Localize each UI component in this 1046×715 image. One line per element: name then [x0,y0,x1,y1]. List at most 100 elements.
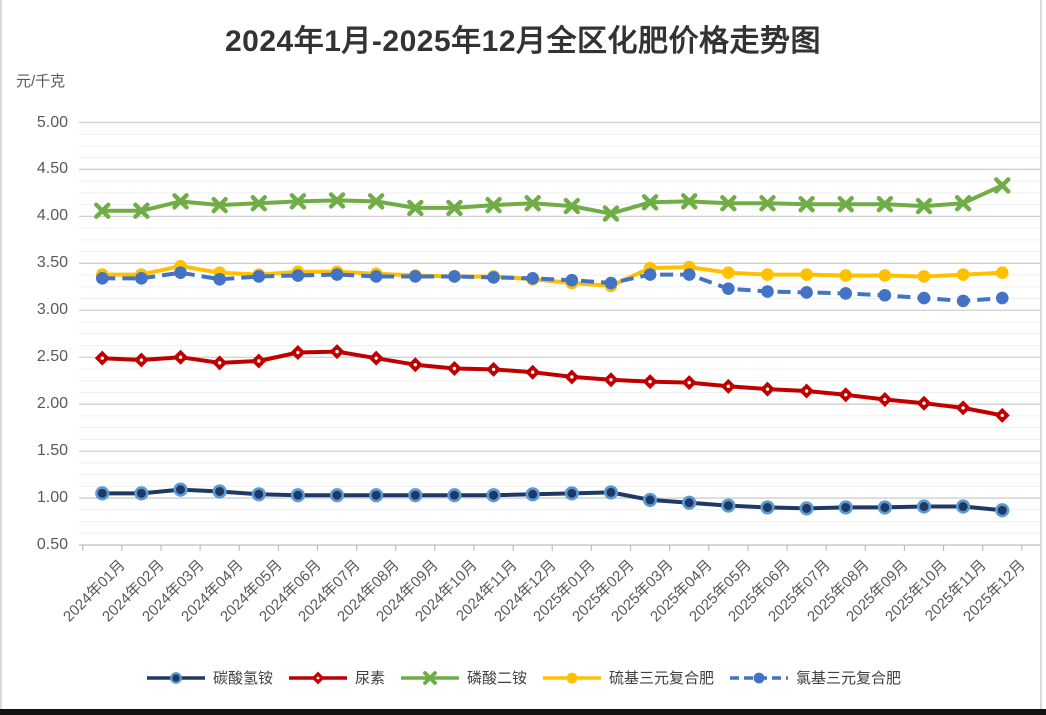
data-point-marker [487,271,500,284]
data-point-marker [759,195,776,212]
data-point-marker [95,272,109,285]
y-axis-tick-label: 2.00 [36,395,68,413]
data-point-marker [956,499,971,514]
y-axis-tick-label: 4.00 [36,207,68,225]
data-point-marker [800,268,813,281]
legend-label: 尿素 [354,670,385,687]
legend-marker-磷酸二铵 [400,670,459,685]
legend-item-尿素: 尿素 [287,667,385,688]
data-point-marker [291,269,305,282]
legend-item-碳酸氢铵: 碳酸氢铵 [145,667,273,688]
data-point-marker [485,196,502,214]
left-border [0,0,2,709]
chart-title: 2024年1月-2025年12月全区化肥价格走势图 [224,25,822,58]
y-axis-tick-label: 1.50 [36,442,68,460]
data-point-marker [525,487,540,502]
data-point-marker [95,486,110,501]
legend-label: 碳酸氢铵 [212,670,273,687]
marker-center-dot [335,349,339,354]
data-point-marker [761,285,774,298]
marker-center-dot [139,358,144,362]
data-point-marker [252,270,266,283]
data-point-marker [447,488,462,503]
data-point-marker [369,488,384,503]
data-point-marker [720,195,737,212]
data-point-marker [995,503,1010,518]
data-point-marker [681,193,698,210]
y-axis-tick-label: 5.00 [36,113,68,131]
data-point-marker [915,197,933,215]
data-point-marker [838,500,853,515]
data-point-marker [878,269,892,282]
data-point-marker [682,495,697,510]
data-point-marker [603,485,619,500]
data-point-marker [642,492,658,508]
data-point-marker [524,195,541,212]
data-point-marker [526,272,539,285]
y-axis-tick-label: 3.00 [36,301,68,319]
data-point-marker [446,199,463,217]
data-point-marker [486,488,501,503]
y-axis-tick-label: 1.00 [36,489,68,507]
data-point-marker [409,270,422,283]
legend-label: 磷酸二铵 [466,670,527,687]
y-axis-unit-label: 元/千克 [16,73,66,90]
data-point-marker [213,272,226,286]
data-point-marker [878,288,892,302]
marker-center-dot [452,366,457,371]
marker-center-dot [257,359,261,363]
data-point-marker [133,202,150,219]
y-axis-tick-label: 3.50 [36,254,68,272]
data-point-marker [995,266,1009,280]
data-point-marker [135,272,148,285]
marker-center-dot [530,370,535,374]
data-point-marker [800,286,813,299]
data-point-marker [563,197,581,215]
marker-center-dot [296,350,300,355]
marker-center-dot [491,367,496,372]
series-line-氯基三元复合肥 [102,270,1003,303]
data-point-marker [799,501,814,516]
legend-label: 氯基三元复合肥 [796,670,902,687]
marker-center-dot [844,393,848,397]
data-point-marker [876,195,894,213]
data-point-marker [761,268,774,281]
data-point-marker [172,193,189,210]
y-axis-tick-label: 2.50 [36,348,68,366]
data-point-marker [877,500,892,515]
data-point-marker [94,202,111,219]
data-point-marker [722,266,735,280]
chart-legend: 碳酸氢铵 尿素 磷酸二铵 硫基三元复合肥 氯基三元复合肥 [0,667,1046,688]
data-point-marker [408,488,423,503]
data-point-marker [837,195,854,213]
data-point-marker [290,488,306,503]
data-point-marker [956,268,970,281]
right-border [1040,0,1042,709]
data-point-marker [134,486,149,501]
data-point-marker [212,484,227,499]
series-line-尿素 [102,349,1003,418]
data-point-marker [174,266,187,280]
series-line-碳酸氢铵 [102,487,1003,513]
legend-marker-尿素 [288,671,347,684]
data-point-marker [565,273,579,287]
data-point-marker [604,276,618,290]
data-point-marker [917,270,931,283]
legend-marker-氯基三元复合肥 [730,672,789,683]
data-point-marker [251,487,266,502]
marker-center-dot [648,379,652,384]
data-point-marker [956,294,970,308]
legend-item-磷酸二铵: 磷酸二铵 [399,667,527,688]
marker-center-dot [883,397,887,402]
data-point-marker [722,282,735,295]
legend-label: 硫基三元复合肥 [609,670,715,687]
marker-center-dot [100,356,104,360]
series-line-磷酸二铵 [102,183,1004,216]
data-point-marker [173,482,188,497]
marker-center-dot [804,389,809,393]
data-point-marker [682,268,696,281]
data-point-marker [760,500,775,515]
data-point-marker [328,192,346,209]
marker-center-dot [922,401,926,405]
